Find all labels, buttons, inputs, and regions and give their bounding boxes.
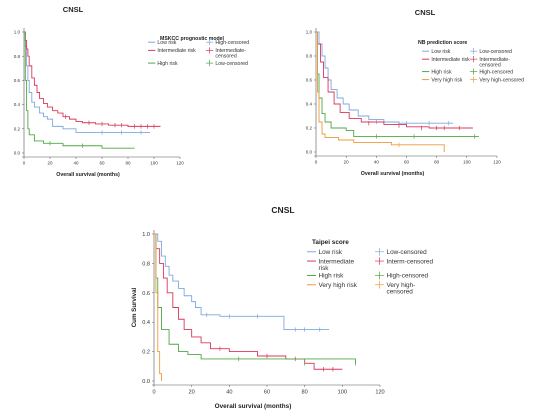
legend-title: Taipei score <box>312 239 349 246</box>
x-tick-label: 60 <box>404 160 410 165</box>
x-tick-label: 100 <box>463 160 471 165</box>
x-tick-label: 40 <box>374 160 380 165</box>
legend-label: Intermediate risk <box>319 258 355 272</box>
y-tick-label: 0.4 <box>306 102 313 107</box>
legend-symbol <box>470 48 478 55</box>
survival-curve-series-2 <box>154 233 356 364</box>
x-axis-label: Overall survival (months) <box>215 403 292 410</box>
x-tick-label: 20 <box>47 161 53 166</box>
legend-symbol <box>206 47 214 54</box>
y-tick-label: 0.4 <box>142 320 150 326</box>
legend-label: Very high-censored <box>479 77 524 83</box>
survival-curve-series-2 <box>316 31 479 137</box>
legend-symbol <box>470 76 478 83</box>
legend-label: Low risk <box>157 40 176 46</box>
legend-label: High risk <box>319 273 345 280</box>
chart-nb: CNSL 0.0 0.2 0.4 0.6 0.8 1.0 0 20 40 60 80 100 120 Ove… <box>306 8 524 177</box>
survival-curve-series-0 <box>24 31 151 133</box>
survival-curve-series-2 <box>24 31 135 149</box>
legend-label: Intermediate-censored <box>479 57 510 68</box>
legend-label: Low-censored <box>479 49 512 55</box>
survival-curve-series-1 <box>24 31 161 127</box>
legend-symbol <box>470 56 478 63</box>
y-tick-label: 0.6 <box>14 78 21 83</box>
legend-label: Very high-censored <box>387 282 416 296</box>
x-tick-label: 60 <box>99 161 105 166</box>
chart-title: CNSL <box>271 205 294 215</box>
y-tick-label: 0.0 <box>142 379 150 385</box>
legend-label: High-censored <box>479 69 513 75</box>
y-tick-label: 0.2 <box>306 126 313 131</box>
legend-symbol <box>375 271 384 280</box>
x-tick-label: 120 <box>176 161 184 166</box>
legend-symbol <box>206 59 214 67</box>
x-axis-label: Overall survival (months) <box>361 171 425 177</box>
legend-label: Low risk <box>319 249 343 256</box>
legend-symbol <box>375 247 384 256</box>
y-tick-label: 0.0 <box>14 151 21 156</box>
y-axis-label: Cum Survival <box>131 287 138 327</box>
y-tick-label: 0.2 <box>142 350 150 356</box>
y-tick-label: 1.0 <box>306 30 313 35</box>
legend-label: Interm-censored <box>387 258 434 265</box>
survival-curve-series-1 <box>154 233 343 370</box>
legend-label: High-censored <box>215 40 249 46</box>
x-tick-label: 60 <box>264 390 270 396</box>
legend-label: Very high risk <box>431 77 463 83</box>
legend-label: High risk <box>431 69 452 75</box>
legend-label: Low risk <box>431 49 450 55</box>
survival-curve-series-3 <box>154 233 162 381</box>
x-tick-label: 80 <box>125 161 131 166</box>
x-tick-label: 80 <box>302 390 308 396</box>
legend-label: Intermediate risk <box>431 57 470 63</box>
chart-title: CNSL <box>63 5 84 14</box>
x-tick-label: 100 <box>150 161 158 166</box>
x-tick-label: 40 <box>226 390 232 396</box>
x-tick-label: 120 <box>375 390 384 396</box>
x-tick-label: 20 <box>189 390 195 396</box>
legend-label: Very high risk <box>319 282 358 289</box>
survival-curve-series-0 <box>154 233 330 330</box>
legend-symbol <box>206 39 214 46</box>
legend-title: MSKCC prognostic model <box>160 36 225 42</box>
legend-label: High-censored <box>387 273 429 280</box>
x-axis-label: Overall survival (months) <box>56 172 120 178</box>
y-tick-label: 0.8 <box>14 54 21 59</box>
legend-label: Intermediate risk <box>157 48 196 54</box>
y-tick-label: 0.0 <box>306 150 313 155</box>
y-tick-label: 1.0 <box>142 232 150 238</box>
y-tick-label: 0.2 <box>14 126 21 131</box>
legend-symbol <box>375 280 384 289</box>
legend-label: Low-censored <box>215 61 248 67</box>
x-tick-label: 0 <box>315 160 318 165</box>
x-tick-label: 40 <box>73 161 79 166</box>
legend-label: High risk <box>157 61 178 67</box>
y-tick-label: 0.6 <box>306 78 313 83</box>
y-tick-label: 0.4 <box>14 102 21 107</box>
legend-label: Intermediate-censored <box>215 48 246 59</box>
x-tick-label: 100 <box>338 390 347 396</box>
x-tick-label: 0 <box>23 161 26 166</box>
x-tick-label: 120 <box>493 160 501 165</box>
x-tick-label: 80 <box>434 160 440 165</box>
survival-curve-series-0 <box>316 31 454 124</box>
y-tick-label: 1.0 <box>14 30 21 35</box>
legend-symbol <box>470 68 478 75</box>
legend-symbol <box>375 257 384 265</box>
chart-mskcc: CNSL 0.0 0.2 0.4 0.6 0.8 1.0 0 20 40 60 80 100 120 Ove… <box>14 5 249 178</box>
chart-title: CNSL <box>415 8 436 17</box>
legend-label: Low-censored <box>387 249 428 256</box>
chart-taipei: CNSL 0.0 0.2 0.4 0.6 0.8 1.0 0 20 40 60 80 100 120 Ove… <box>131 205 433 410</box>
x-tick-label: 0 <box>152 390 155 396</box>
y-tick-label: 0.6 <box>142 291 150 297</box>
y-tick-label: 0.8 <box>142 261 150 267</box>
survival-curve-series-3 <box>316 31 445 152</box>
legend-title: NB prediction score <box>418 40 467 46</box>
survival-curve-series-1 <box>316 31 473 129</box>
x-tick-label: 20 <box>344 160 350 165</box>
y-tick-label: 0.8 <box>306 54 313 59</box>
